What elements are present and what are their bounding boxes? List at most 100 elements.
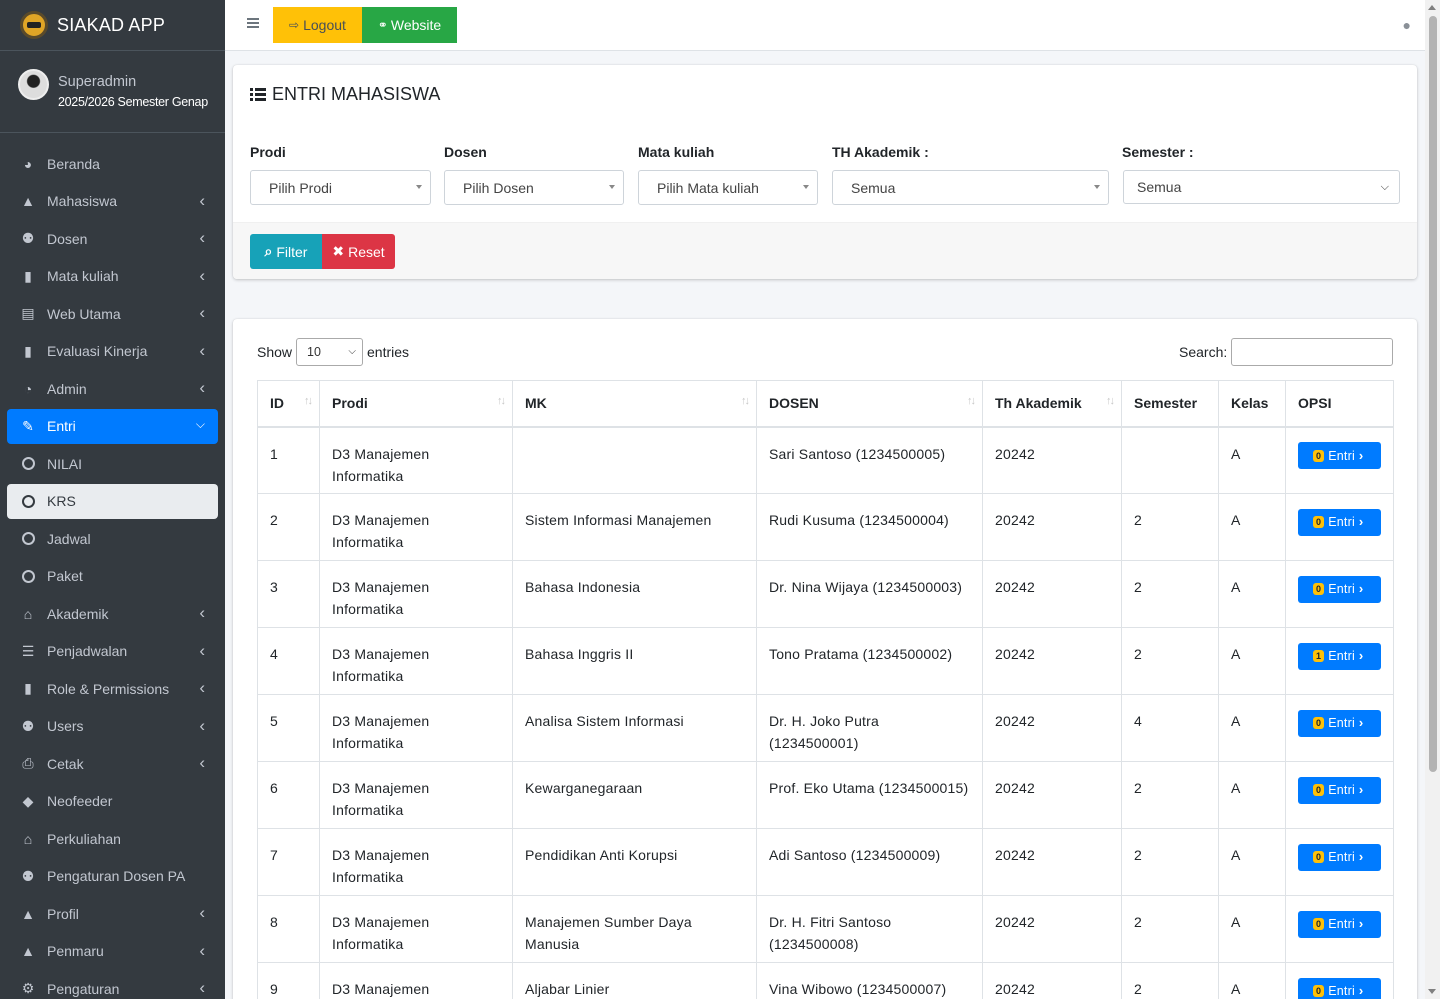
sidebar-item-profil[interactable]: ▲ Profil ‹	[7, 896, 218, 931]
chevron-down-icon: ⌵	[348, 346, 356, 357]
sidebar-item-web-utama[interactable]: ▤ Web Utama ‹	[7, 296, 218, 331]
entries-length-select[interactable]: 10 ⌵	[296, 338, 363, 366]
chevron-left-icon: ‹	[199, 603, 205, 622]
sidebar-item-penmaru[interactable]: ▲ Penmaru ‹	[7, 934, 218, 969]
search-input[interactable]	[1231, 338, 1393, 366]
cell-kelas: A	[1218, 694, 1286, 762]
users-icon: ⚉	[21, 230, 35, 246]
sidebar-item-dosen[interactable]: ⚉ Dosen ‹	[7, 221, 218, 256]
prodi-select-value: Pilih Prodi	[269, 179, 333, 196]
column-header-label: OPSI	[1298, 395, 1332, 411]
sidebar-item-nilai[interactable]: NILAI	[7, 446, 218, 481]
user-name[interactable]: Superadmin	[58, 74, 137, 90]
entri-button[interactable]: 0 Entri ›	[1298, 709, 1381, 737]
cell-semester: 2	[1121, 627, 1219, 695]
entri-count-badge: 0	[1313, 784, 1325, 796]
entri-button[interactable]: 1 Entri ›	[1298, 642, 1381, 670]
sidebar-item-mata-kuliah[interactable]: ▮ Mata kuliah ‹	[7, 259, 218, 294]
column-header-mk[interactable]: MK ↑↓	[512, 380, 757, 428]
entri-label: Entri	[1328, 515, 1355, 529]
scroll-thumb[interactable]	[1429, 16, 1437, 772]
sidebar-item-label: Penmaru	[47, 943, 104, 959]
sidebar-item-entri[interactable]: ✎ Entri ⌵	[7, 408, 218, 444]
sidebar-item-admin[interactable]: ◔ Admin ‹	[7, 371, 218, 406]
sidebar-item-users[interactable]: ⚉ Users ‹	[7, 709, 218, 744]
sidebar-item-label: Jadwal	[47, 530, 91, 547]
circle-icon	[19, 493, 37, 509]
chevron-left-icon: ‹	[199, 940, 205, 960]
sidebar-item-label: Cetak	[47, 755, 84, 772]
user-semester: 2025/2026 Semester Genap	[58, 95, 208, 109]
sidebar-item-akademik[interactable]: ⌂ Akademik ‹	[7, 596, 218, 631]
menu-toggle-icon[interactable]	[247, 18, 259, 28]
sidebar-item-beranda[interactable]: ◕ Beranda	[7, 146, 218, 181]
dosen-select[interactable]: Pilih Dosen	[444, 170, 624, 205]
entri-button[interactable]: 0 Entri ›	[1298, 977, 1381, 999]
th-akademik-select[interactable]: Semua	[832, 170, 1109, 205]
prodi-select[interactable]: Pilih Prodi	[250, 170, 431, 205]
cell-prodi: D3 Manajemen Informatika	[319, 761, 513, 829]
cell-mk: Kewarganegaraan	[512, 761, 757, 829]
cell-kelas: A	[1218, 426, 1286, 494]
column-header-prodi[interactable]: Prodi ↑↓	[319, 380, 513, 428]
logout-button[interactable]: ⇨ Logout	[273, 7, 362, 43]
sidebar: SIAKAD APP Superadmin 2025/2026 Semester…	[0, 0, 225, 999]
entri-button[interactable]: 0 Entri ›	[1298, 575, 1381, 603]
sidebar-item-neofeeder[interactable]: ◆ Neofeeder	[7, 784, 218, 819]
cell-kelas: A	[1218, 627, 1286, 695]
column-header-id[interactable]: ID ↑↓	[257, 380, 320, 428]
cell-semester: 2	[1121, 560, 1219, 628]
sidebar-item-penjadwalan[interactable]: ☰ Penjadwalan ‹	[7, 634, 218, 669]
website-button[interactable]: ⚭ Website	[362, 7, 457, 43]
column-header-dosen[interactable]: DOSEN ↑↓	[756, 380, 983, 428]
avatar[interactable]	[18, 69, 49, 100]
sidebar-item-krs[interactable]: KRS	[7, 483, 218, 519]
graduation-cap-icon: ◆	[22, 792, 34, 809]
close-icon: ✖	[332, 243, 345, 259]
th-akademik-select-value: Semua	[851, 179, 896, 196]
cell-kelas: A	[1218, 962, 1286, 999]
scroll-up-icon[interactable]	[1428, 5, 1436, 10]
caret-down-icon	[1094, 185, 1100, 189]
entri-count-badge: 0	[1313, 851, 1325, 863]
cell-semester: 4	[1121, 694, 1219, 762]
sidebar-item-mahasiswa[interactable]: ▲ Mahasiswa ‹	[7, 184, 218, 219]
table-header-row: ID ↑↓ Prodi ↑↓ MK ↑↓ DOSEN ↑↓ Th Akademik ↑↓ Semes…	[257, 380, 1394, 428]
cell-prodi: D3 Manajemen Informatika	[319, 627, 513, 695]
reset-button[interactable]: ✖ Reset	[322, 234, 395, 269]
sidebar-item-pengaturan[interactable]: ⚙ Pengaturan ‹	[7, 971, 218, 999]
cell-dosen: Sari Santoso (1234500005)	[756, 426, 983, 494]
search-label: Search:	[1179, 344, 1228, 360]
entries-length-value: 10	[307, 345, 321, 359]
sidebar-item-jadwal[interactable]: Jadwal	[7, 521, 218, 556]
chevron-left-icon: ‹	[199, 303, 205, 322]
mk-select[interactable]: Pilih Mata kuliah	[638, 170, 818, 205]
chevron-left-icon: ‹	[199, 903, 205, 922]
entri-button[interactable]: 0 Entri ›	[1298, 910, 1381, 938]
entri-count-badge: 1	[1313, 650, 1325, 662]
sidebar-item-paket[interactable]: Paket	[7, 559, 218, 594]
entri-button[interactable]: 0 Entri ›	[1298, 843, 1381, 871]
sidebar-item-label: Akademik	[47, 605, 109, 622]
cell-semester: 2	[1121, 962, 1219, 999]
semester-select[interactable]: Semua ⌵	[1123, 170, 1400, 204]
website-label: Website	[390, 17, 442, 33]
filter-button[interactable]: ⌕ Filter	[250, 234, 322, 269]
users-icon: ⚉	[21, 867, 35, 884]
book-icon: ▮	[24, 680, 32, 696]
column-header-th-akademik[interactable]: Th Akademik ↑↓	[982, 380, 1122, 428]
sidebar-item-pengaturan-dosen-pa[interactable]: ⚉ Pengaturan Dosen PA	[7, 859, 218, 894]
scroll-down-icon[interactable]	[1428, 989, 1436, 994]
column-header-label: DOSEN	[769, 395, 819, 411]
sidebar-item-perkuliahan[interactable]: ⌂ Perkuliahan	[7, 821, 218, 856]
entri-button[interactable]: 0 Entri ›	[1298, 442, 1381, 469]
entri-button[interactable]: 0 Entri ›	[1298, 776, 1381, 804]
sidebar-item-evaluasi-kinerja[interactable]: ▮ Evaluasi Kinerja ‹	[7, 334, 218, 369]
sidebar-item-cetak[interactable]: ⎙ Cetak ‹	[7, 746, 218, 781]
entri-button[interactable]: 0 Entri ›	[1298, 508, 1381, 536]
page-scrollbar[interactable]	[1425, 0, 1440, 999]
sidebar-item-role-permissions[interactable]: ▮ Role & Permissions ‹	[7, 671, 218, 706]
user-menu-icon[interactable]: ●	[1402, 17, 1411, 33]
sidebar-item-label: Evaluasi Kinerja	[47, 343, 148, 359]
brand-link[interactable]: SIAKAD APP	[0, 0, 225, 51]
